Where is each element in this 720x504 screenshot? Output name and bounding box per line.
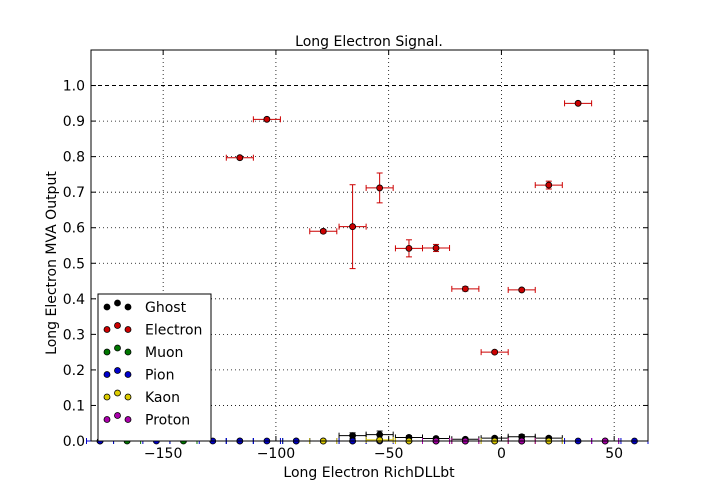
legend-marker [114,299,121,307]
legend-label: Electron [145,323,202,339]
y-tick-label: 0.3 [63,327,85,343]
data-point [405,244,413,252]
data-point [461,285,469,293]
legend-marker [124,393,132,401]
data-point [432,244,440,252]
y-tick-label: 0.8 [63,150,85,166]
legend-marker [103,303,111,311]
legend-label: Ghost [145,300,187,316]
x-tick-label: −50 [374,446,404,462]
legend-entry-ghost: Ghost [103,299,187,316]
data-point [349,223,356,231]
y-tick-label: 0.4 [63,292,85,308]
legend-label: Proton [145,413,190,429]
legend: Ghost Electron Muon Pion Kaon Proton [97,293,212,442]
legend-label: Pion [145,368,174,384]
legend-marker [114,367,121,374]
legend-marker [124,348,132,356]
legend-entry-kaon: Kaon [103,389,180,406]
legend-marker [124,371,132,378]
legend-marker [103,416,111,423]
x-axis-label: Long Electron RichDLLbt [283,465,455,481]
series-electron [225,99,593,356]
y-tick-label: 0.6 [63,221,85,237]
y-tick-label: 0.0 [63,434,85,450]
data-point [263,115,271,123]
legend-marker [124,303,132,311]
y-tick-label: 0.2 [63,363,85,379]
y-axis-label: Long Electron MVA Output [44,171,60,355]
x-tick-label: 0 [497,446,506,462]
legend-label: Muon [145,345,183,361]
data-point [319,227,327,235]
data-point [376,436,384,444]
legend-marker [124,416,132,423]
x-tick-label: −150 [144,446,182,462]
data-point [491,348,499,356]
legend-marker [114,412,121,419]
legend-marker [103,326,111,333]
y-tick-label: 0.9 [63,114,85,130]
axis-ticks: −150 −100 −50 0 50 0.0 0.1 0.2 0.3 0.4 0.5 0.6 0.7 0.… [63,50,648,462]
legend-marker [103,348,111,356]
y-tick-label: 0.5 [63,256,85,272]
legend-entry-muon: Muon [103,344,183,361]
y-tick-label: 0.7 [63,185,85,201]
legend-marker [124,326,132,333]
legend-label: Kaon [145,390,180,406]
y-tick-label: 1.0 [63,79,85,95]
data-point [545,181,553,189]
legend-entry-proton: Proton [103,412,190,429]
legend-entry-pion: Pion [103,367,174,384]
data-point [376,184,384,192]
data-point [574,99,582,107]
legend-marker [103,393,111,401]
legend-marker [114,389,121,397]
data-point [518,286,526,294]
legend-marker [114,344,121,352]
data-point [236,154,244,162]
plot-frame [90,49,649,442]
legend-marker [103,371,111,378]
legend-marker [114,322,121,329]
legend-entry-electron: Electron [103,322,202,339]
y-tick-label: 0.1 [63,398,85,414]
x-tick-label: −100 [257,446,295,462]
x-tick-label: 50 [605,446,623,462]
chart-title: Long Electron Signal. [295,34,443,50]
